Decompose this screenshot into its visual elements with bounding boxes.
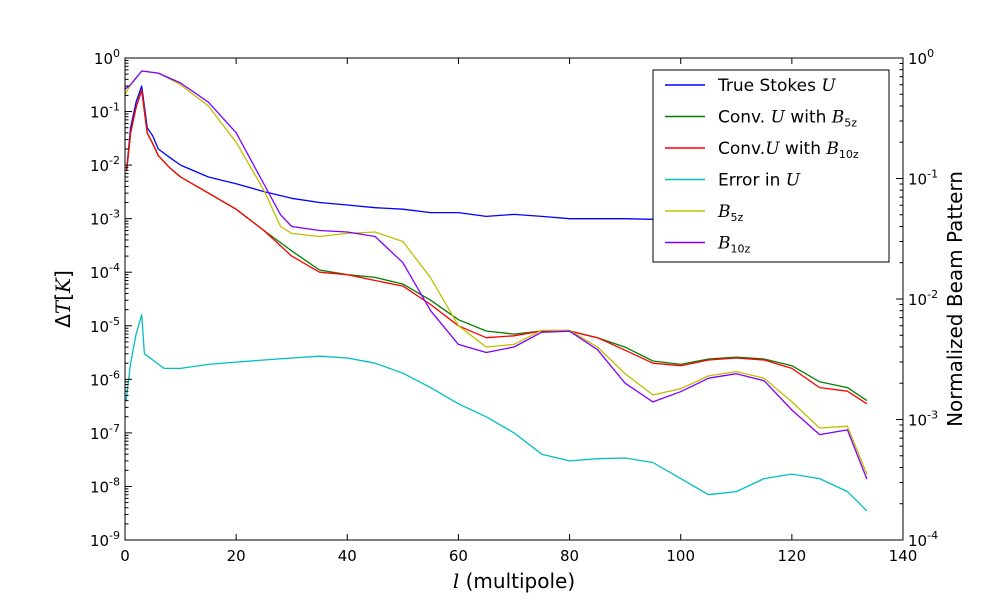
y-tick-label-3-exponent: -3 <box>109 208 120 221</box>
y-tick-label-8-base: 10 <box>90 478 109 496</box>
y-tick-label-9: 10-9 <box>90 529 120 550</box>
y-tick-label-1-base: 10 <box>90 104 109 122</box>
y-tick-label-0-exponent: 0 <box>113 47 120 60</box>
y-tick-label-5-base: 10 <box>90 318 109 336</box>
y2-tick-label-3: 10-3 <box>908 409 938 430</box>
legend-entry-1-text2: with <box>785 108 832 128</box>
x-tick-label-5: 100 <box>666 547 695 565</box>
x-tick-label-7: 140 <box>889 547 918 565</box>
legend-box <box>652 69 890 263</box>
y2-tick-label-4-base: 10 <box>908 532 927 550</box>
labels-layer: l (multipole) ΔT[K] Normalized Beam Patt… <box>51 171 967 593</box>
legend-entry-5: B10z <box>717 234 750 256</box>
y2-tick-label-2: 10-2 <box>908 288 938 309</box>
y2-tick-label-3-exponent: -3 <box>927 409 938 422</box>
y2-tick-label-3-base: 10 <box>908 412 927 430</box>
y-tick-label-5: 10-5 <box>90 315 120 336</box>
legend-entry-0-text: True Stokes <box>717 76 821 96</box>
legend-entry-1-subscript: 5z <box>844 117 857 130</box>
legend-entry-3-text: Error in <box>718 171 786 191</box>
y2-tick-label-0: 100 <box>908 47 934 68</box>
y2-tick-label-1: 10-1 <box>908 168 938 189</box>
y-axis-label-delta: Δ <box>51 314 75 328</box>
y2-tick-label-1-base: 10 <box>908 171 927 189</box>
y-tick-label-2: 10-2 <box>90 154 120 175</box>
x-tick-label-2: 40 <box>338 547 357 565</box>
x-tick-label-6: 120 <box>778 547 807 565</box>
y-tick-label-8-exponent: -8 <box>109 475 120 488</box>
y-tick-label-6-base: 10 <box>90 371 109 389</box>
legend-entry-2-math: U <box>765 139 780 159</box>
legend-entry-2-text2: with <box>780 139 827 159</box>
legend-entry-1-math: U <box>771 108 786 128</box>
y-axis-label: ΔT[K] <box>51 270 75 328</box>
y-tick-label-9-base: 10 <box>90 532 109 550</box>
legend-entry-1-math2: B <box>831 108 845 128</box>
series-line-2 <box>126 89 868 405</box>
legend-entry-2: Conv.U with B10z <box>718 139 859 161</box>
legend-entry-4-math: B <box>717 202 731 222</box>
x-tick-label-0: 0 <box>120 547 130 565</box>
y-tick-label-8: 10-8 <box>90 475 120 496</box>
y-tick-label-1: 10-1 <box>90 101 120 122</box>
x-tick-label-1: 20 <box>227 547 246 565</box>
y2-tick-label-0-base: 10 <box>908 50 927 68</box>
y-tick-label-3: 10-3 <box>90 208 120 229</box>
legend-entry-2-math2: B <box>825 139 839 159</box>
legend-entry-3: Error in U <box>718 171 801 191</box>
legend-entry-1-text: Conv. <box>718 108 771 128</box>
y-tick-label-4: 10-4 <box>90 261 120 282</box>
series-line-4 <box>124 70 868 475</box>
y-axis-label-bracket-close: ] <box>51 270 75 278</box>
x-axis-label-symbol: l <box>453 569 459 593</box>
y2-axis-label: Normalized Beam Pattern <box>943 171 967 427</box>
y-tick-label-9-exponent: -9 <box>109 529 120 542</box>
legend-entry-5-math: B <box>717 234 731 254</box>
y-tick-label-7: 10-7 <box>90 422 120 443</box>
legend-entry-2-subscript: 10z <box>839 148 859 161</box>
y-tick-label-6-exponent: -6 <box>109 368 120 381</box>
series-line-3 <box>125 314 868 512</box>
x-tick-label-4: 80 <box>560 547 579 565</box>
y2-tick-label-4-exponent: -4 <box>927 529 938 542</box>
x-axis-label: l (multipole) <box>453 569 575 593</box>
y-tick-label-2-base: 10 <box>90 157 109 175</box>
series-line-5 <box>124 70 868 480</box>
legend-entry-0: True Stokes U <box>717 76 836 96</box>
y-axis-label-K: K <box>51 277 75 294</box>
y-axis-label-bracket-open: [ <box>51 293 75 301</box>
y2-tick-label-4: 10-4 <box>908 529 938 550</box>
y-tick-label-3-base: 10 <box>90 211 109 229</box>
y-tick-label-5-exponent: -5 <box>109 315 120 328</box>
x-axis-label-text: (multipole) <box>459 569 575 593</box>
y-tick-label-0-base: 10 <box>94 50 113 68</box>
y2-tick-label-2-base: 10 <box>908 291 927 309</box>
y2-tick-label-1-exponent: -1 <box>927 168 938 181</box>
legend-entry-4: B5z <box>717 202 743 224</box>
y-axis-label-T: T <box>51 299 75 314</box>
legend-entry-4-subscript: 5z <box>731 211 744 224</box>
y-tick-label-7-exponent: -7 <box>109 422 120 435</box>
legend-entry-5-subscript: 10z <box>731 243 751 256</box>
legend-entry-0-math: U <box>821 76 836 96</box>
y2-tick-label-2-exponent: -2 <box>927 288 938 301</box>
series-layer <box>124 70 868 512</box>
y-tick-label-0: 100 <box>94 47 120 68</box>
y-tick-label-4-base: 10 <box>90 264 109 282</box>
legend-entry-3-math: U <box>786 171 801 191</box>
y-tick-label-4-exponent: -4 <box>109 261 120 274</box>
y-tick-label-6: 10-6 <box>90 368 120 389</box>
x-tick-label-3: 60 <box>449 547 468 565</box>
y-tick-label-2-exponent: -2 <box>109 154 120 167</box>
y2-tick-label-0-exponent: 0 <box>927 47 934 60</box>
legend-entry-2-text: Conv. <box>718 139 765 159</box>
y-tick-label-1-exponent: -1 <box>109 101 120 114</box>
legend-entry-1: Conv. U with B5z <box>718 108 857 130</box>
ticks-layer: 0 20 40 60 80 100 120 14010010-110-210-310-410-… <box>90 47 938 565</box>
y-tick-label-7-base: 10 <box>90 425 109 443</box>
